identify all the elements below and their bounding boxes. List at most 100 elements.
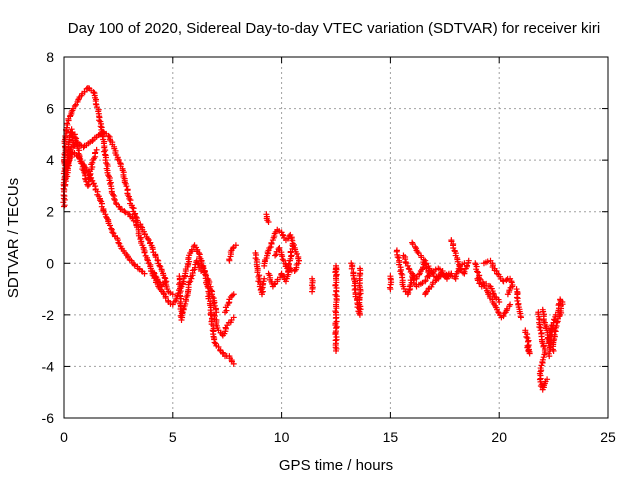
data-point: [474, 277, 481, 284]
data-point: [544, 376, 551, 383]
data-point: [414, 248, 421, 255]
data-point: [193, 257, 200, 264]
data-point: [412, 243, 419, 250]
data-point: [229, 245, 236, 252]
data-point: [309, 288, 316, 295]
data-point: [461, 268, 468, 275]
data-point: [261, 275, 268, 282]
data-point: [517, 314, 524, 321]
data-point: [296, 257, 303, 264]
data-point: [514, 297, 521, 304]
data-point: [282, 278, 289, 285]
data-point: [132, 213, 139, 220]
x-tick-label: 20: [491, 429, 507, 445]
chart-title: Day 100 of 2020, Sidereal Day-to-day VTE…: [68, 20, 600, 37]
data-point: [500, 313, 507, 320]
data-point: [289, 242, 296, 249]
data-point: [416, 271, 423, 278]
data-point: [486, 282, 493, 289]
data-point: [144, 256, 151, 263]
x-tick-label: 25: [600, 429, 616, 445]
data-point: [230, 291, 237, 298]
data-point: [332, 315, 339, 322]
data-point: [186, 279, 193, 286]
data-point: [267, 243, 274, 250]
data-point: [160, 290, 167, 297]
data-point: [71, 102, 78, 109]
data-point: [333, 336, 340, 343]
data-point: [422, 260, 429, 267]
x-tick-label: 0: [60, 429, 68, 445]
data-point: [169, 301, 176, 308]
y-tick-label: -2: [42, 307, 55, 323]
data-point: [123, 183, 130, 190]
data-point: [537, 327, 544, 334]
data-point: [144, 257, 151, 264]
x-axis-label: GPS time / hours: [279, 457, 393, 474]
data-point: [111, 197, 118, 204]
data-point: [332, 331, 339, 338]
y-tick-label: 8: [46, 49, 54, 65]
data-point: [495, 309, 502, 316]
data-point: [474, 268, 481, 275]
data-point: [101, 148, 108, 155]
data-point: [457, 265, 464, 272]
data-point: [279, 256, 286, 263]
data-point: [152, 254, 159, 261]
data-point: [428, 283, 435, 290]
data-point: [465, 257, 472, 264]
data-point: [409, 239, 416, 246]
data-point: [97, 197, 104, 204]
data-point: [356, 291, 363, 298]
y-tick-label: -6: [42, 410, 55, 426]
data-point: [102, 159, 109, 166]
y-tick-label: -4: [42, 358, 55, 374]
data-point: [295, 260, 302, 267]
data-point: [524, 342, 531, 349]
data-point: [111, 195, 118, 202]
data-point: [105, 132, 112, 139]
data-point: [458, 266, 465, 273]
data-point: [156, 262, 163, 269]
data-point: [164, 285, 171, 292]
data-point: [230, 360, 237, 367]
data-point: [167, 289, 174, 296]
data-point: [491, 293, 498, 300]
data-point: [109, 229, 116, 236]
data-point: [230, 314, 237, 321]
data-point: [293, 250, 300, 257]
data-point: [398, 270, 405, 277]
data-point: [62, 133, 69, 140]
data-point: [149, 272, 156, 279]
data-point: [144, 235, 151, 242]
data-point: [545, 350, 552, 357]
data-point: [97, 123, 104, 130]
data-point: [81, 169, 88, 176]
data-point: [348, 265, 355, 272]
data-point: [109, 191, 116, 198]
data-point: [490, 290, 497, 297]
data-point: [387, 286, 394, 293]
y-tick-label: 4: [46, 152, 54, 168]
data-point: [182, 300, 189, 307]
data-point: [507, 301, 514, 308]
data-point: [291, 268, 298, 275]
data-point: [474, 269, 481, 276]
data-point: [541, 351, 548, 358]
data-point: [333, 347, 339, 354]
data-point: [405, 289, 412, 296]
data-point: [137, 223, 144, 230]
data-point: [554, 319, 561, 326]
data-point: [89, 159, 96, 166]
data-point: [454, 258, 461, 265]
data-point: [351, 286, 358, 293]
data-point: [96, 117, 103, 124]
data-point: [422, 289, 429, 296]
x-tick-label: 5: [169, 429, 177, 445]
data-point: [114, 156, 121, 163]
data-point: [92, 149, 99, 156]
data-point: [454, 268, 461, 275]
plot-frame: [63, 56, 609, 419]
data-point: [141, 249, 148, 256]
